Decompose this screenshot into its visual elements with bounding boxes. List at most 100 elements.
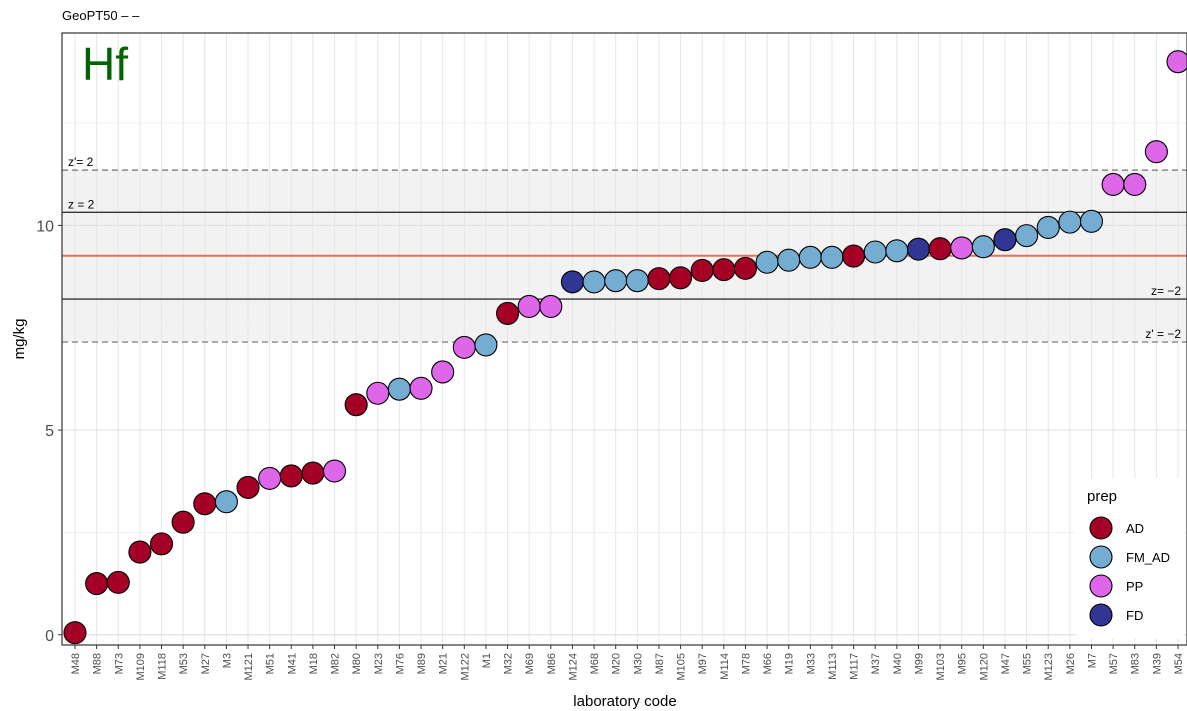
data-point: [452, 335, 476, 359]
x-tick-label: M78: [740, 653, 752, 674]
data-point: [1036, 215, 1060, 239]
x-tick-label: M80: [351, 653, 363, 674]
x-tick-label: M103: [935, 653, 947, 681]
data-point: [322, 459, 347, 483]
data-point: [863, 240, 887, 264]
data-point: [993, 228, 1017, 252]
data-point: [236, 475, 260, 499]
y-tick-label: 10: [36, 218, 54, 235]
element-label: Hf: [82, 38, 128, 90]
x-tick-label: M33: [805, 653, 817, 674]
x-tick-label: M55: [1022, 653, 1034, 674]
x-tick-label: M30: [632, 653, 644, 674]
x-tick-label: M39: [1151, 653, 1163, 674]
data-point: [279, 464, 303, 488]
x-tick-label: M18: [308, 653, 320, 674]
x-tick-label: M124: [567, 653, 579, 681]
legend: prep AD FM_AD PP FD: [1076, 478, 1184, 638]
x-tick-label: M99: [913, 653, 925, 674]
x-tick-label: M123: [1043, 653, 1055, 681]
x-tick-label: M113: [827, 653, 839, 680]
legend-label: PP: [1126, 579, 1143, 594]
x-tick-label: M86: [546, 653, 558, 674]
legend-label: AD: [1126, 521, 1144, 536]
x-tick-label: M21: [438, 653, 450, 674]
data-point: [63, 621, 87, 645]
plot-border: [61, 32, 1187, 646]
data-point: [712, 258, 736, 282]
x-tick-label: M122: [459, 653, 471, 681]
x-tick-label: M7: [1086, 653, 1098, 668]
data-point: [798, 245, 822, 269]
data-point: [517, 294, 541, 319]
x-tick-label: M26: [1065, 653, 1077, 674]
x-tick-label: M88: [92, 653, 104, 674]
y-tick-label: 5: [45, 423, 54, 440]
data-point: [539, 294, 563, 319]
x-tick-label: M37: [870, 653, 882, 674]
z-upper-label: z = 2: [68, 197, 95, 211]
data-points: [63, 50, 1187, 645]
legend-label: FD: [1126, 608, 1143, 623]
x-axis-ticks: M48 M88 M73 M109 M118 M53 M27 M3 M121 M51 M41 M18 M8…: [70, 645, 1185, 681]
data-point: [258, 466, 282, 490]
data-point: [777, 248, 801, 272]
x-tick-label: M69: [524, 653, 536, 674]
x-tick-label: M1: [481, 653, 493, 668]
data-point: [106, 570, 130, 594]
x-tick-label: M66: [762, 653, 774, 674]
x-tick-label: M114: [719, 653, 731, 680]
legend-label: FM_AD: [1126, 550, 1170, 565]
x-tick-label: M121: [243, 653, 255, 681]
data-point: [842, 244, 866, 268]
page-title: GeoPT50 – –: [62, 8, 140, 23]
x-tick-label: M53: [178, 653, 190, 674]
x-tick-label: M73: [113, 653, 125, 674]
x-tick-label: M82: [330, 653, 342, 674]
data-point: [1058, 210, 1082, 234]
x-tick-label: M20: [611, 653, 623, 674]
x-tick-label: M120: [978, 653, 990, 681]
x-tick-label: M76: [394, 653, 406, 674]
x-tick-label: M32: [503, 653, 515, 674]
data-point: [387, 377, 411, 401]
data-point: [820, 245, 844, 269]
y-axis-title: mg/kg: [11, 319, 28, 360]
reference-lines: z'= 2 z = 2 z= −2 z' = −2: [62, 155, 1187, 343]
data-point: [128, 540, 152, 564]
data-point: [755, 250, 779, 274]
data-point: [604, 269, 628, 293]
x-tick-label: M117: [849, 653, 861, 680]
x-tick-label: M83: [1130, 653, 1142, 674]
legend-key: [1089, 603, 1113, 627]
data-point: [1144, 140, 1168, 164]
legend-title: prep: [1087, 488, 1117, 505]
zprime-upper-label: z'= 2: [68, 155, 94, 169]
data-point: [950, 236, 974, 260]
data-point: [409, 376, 433, 400]
data-point: [906, 237, 931, 261]
x-tick-label: M95: [957, 653, 969, 674]
data-point: [928, 237, 952, 261]
data-point: [366, 381, 390, 405]
x-tick-label: M48: [70, 653, 82, 674]
data-point: [214, 490, 238, 514]
legend-key: [1089, 545, 1113, 569]
x-tick-label: M19: [784, 653, 796, 674]
data-point: [171, 510, 195, 534]
data-point: [495, 301, 520, 325]
x-tick-label: M47: [1000, 653, 1012, 674]
legend-key: [1089, 574, 1113, 598]
data-point: [690, 258, 714, 282]
data-point: [625, 269, 649, 293]
x-tick-label: M23: [373, 653, 385, 674]
data-point: [647, 267, 671, 291]
data-point: [431, 360, 455, 384]
x-tick-label: M118: [157, 653, 169, 680]
data-point: [474, 333, 498, 357]
data-point: [582, 270, 606, 294]
x-tick-label: M51: [265, 653, 277, 674]
data-point: [669, 266, 693, 290]
data-point: [301, 461, 325, 485]
